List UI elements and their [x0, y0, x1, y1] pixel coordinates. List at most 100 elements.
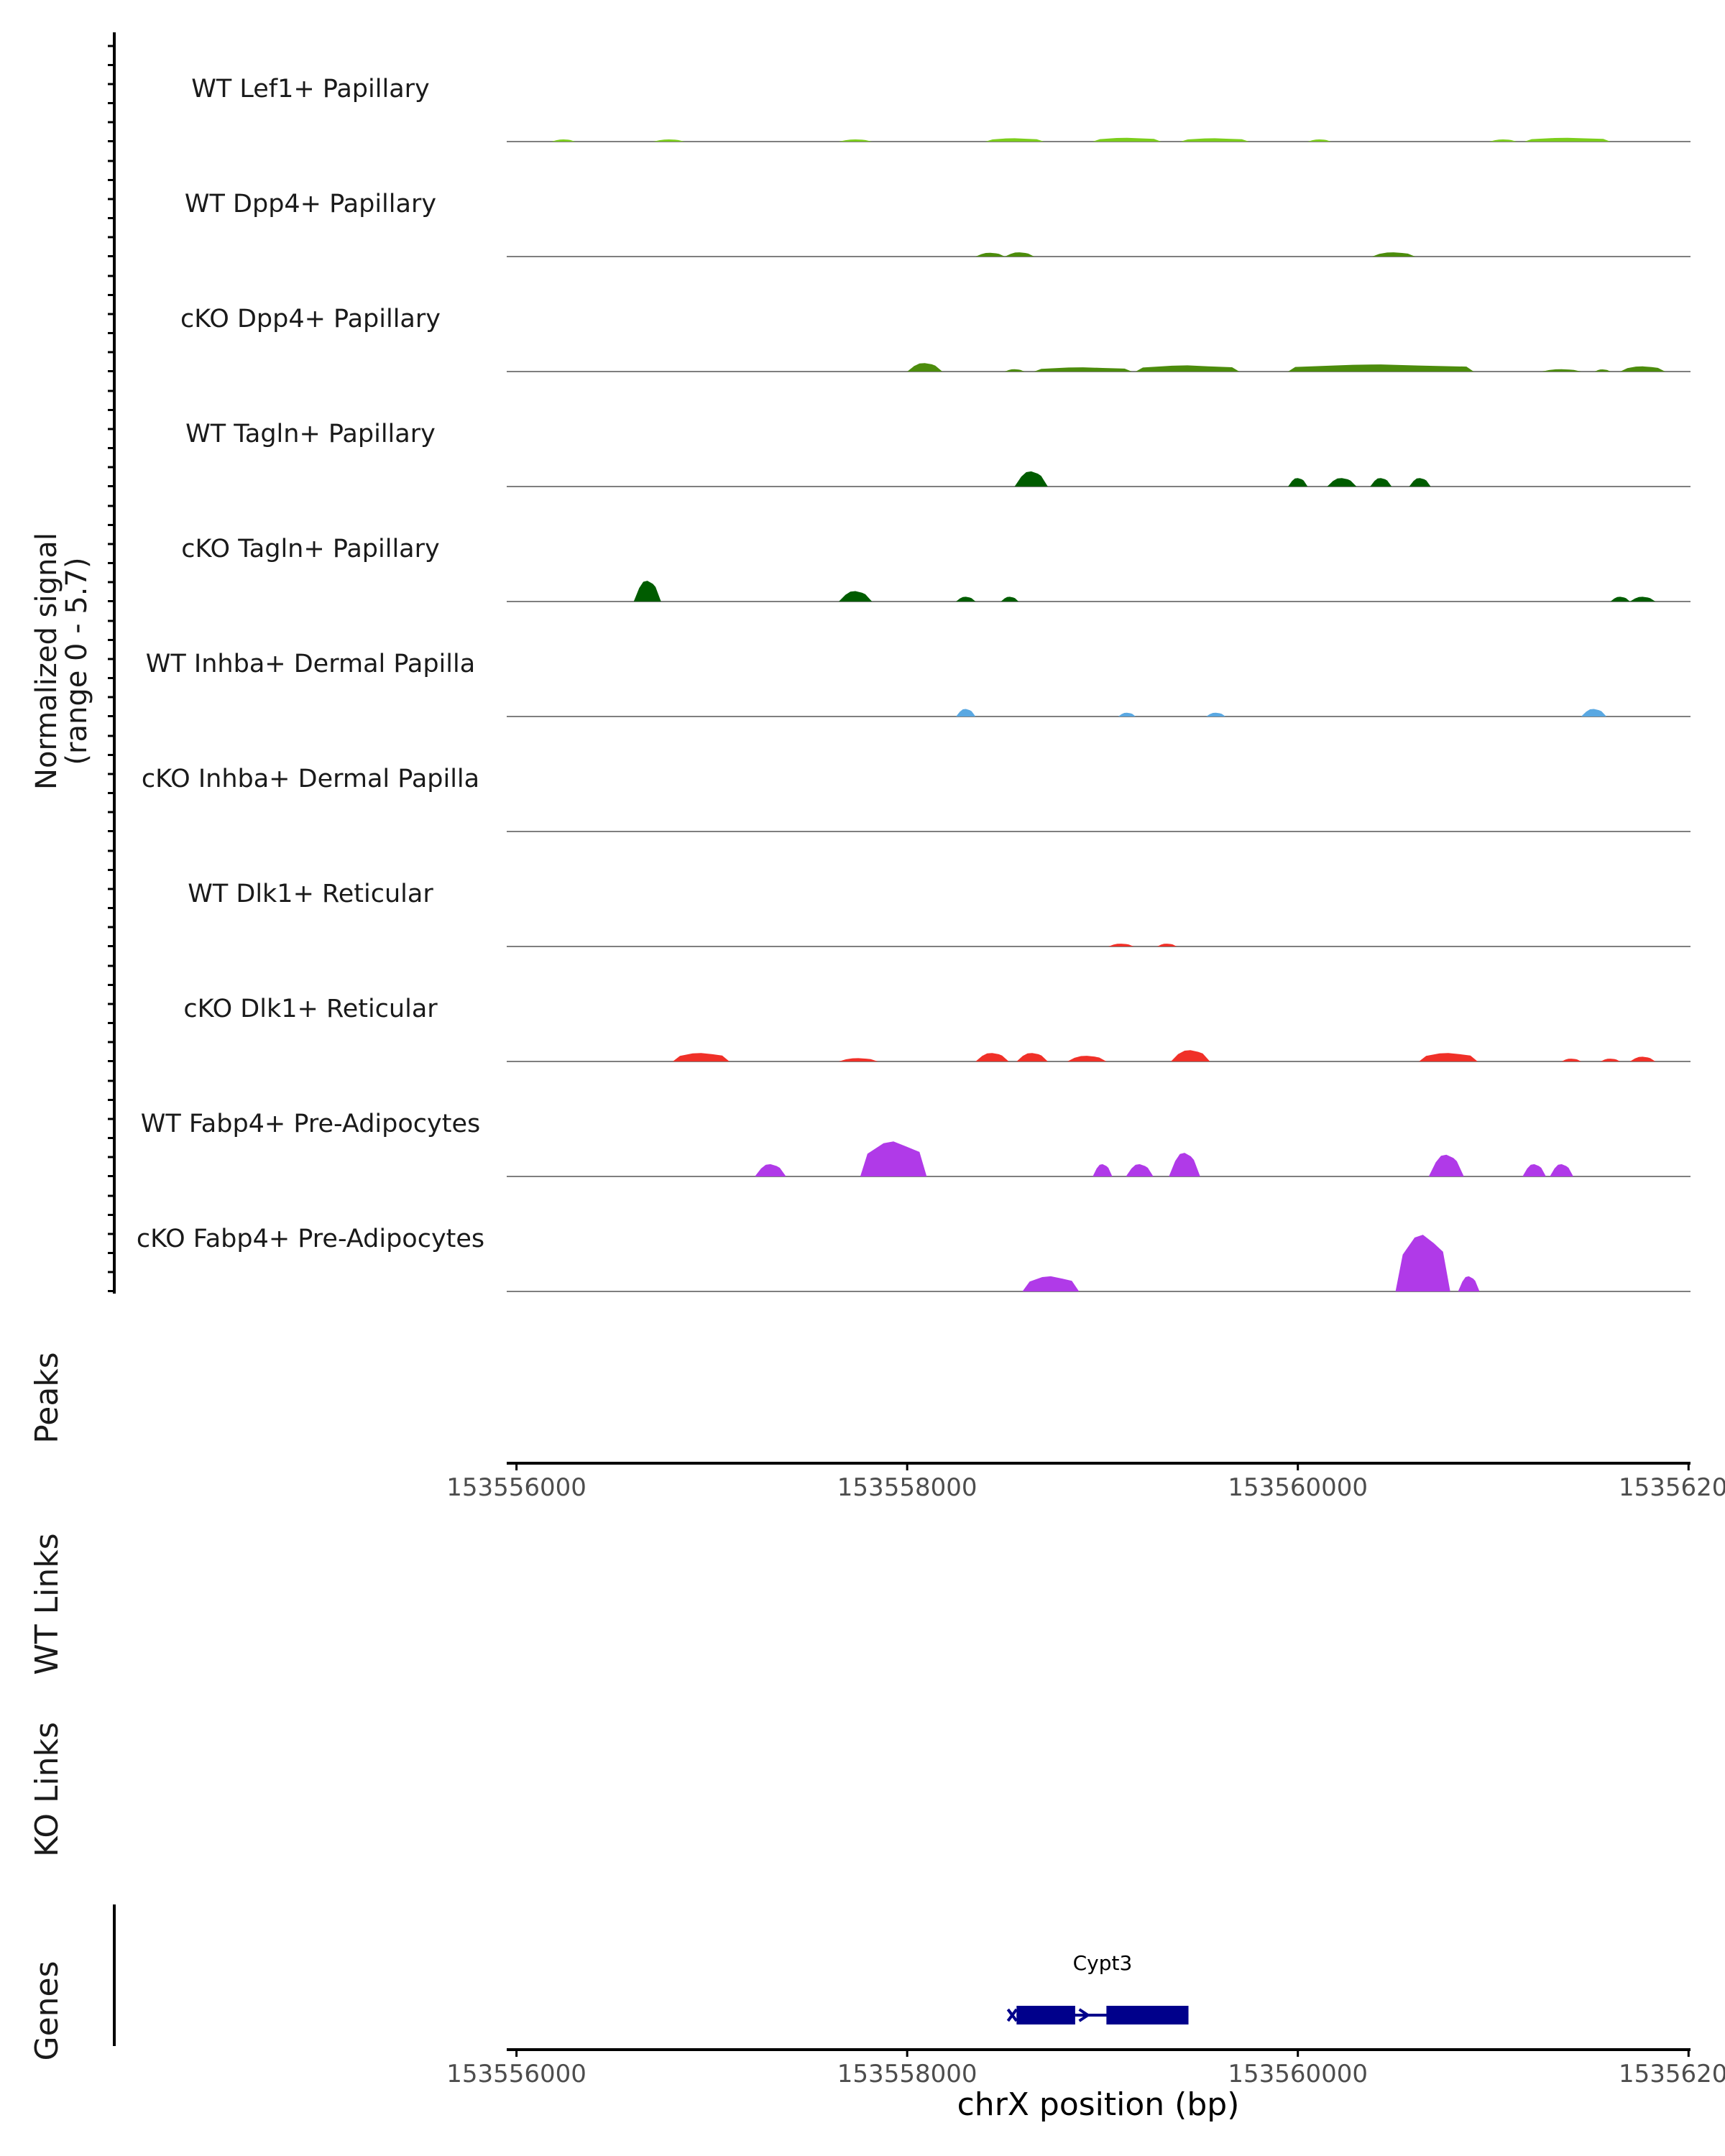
signal-peak	[1034, 367, 1132, 372]
signal-peak	[985, 138, 1044, 142]
position-tick-label: 153560000	[1228, 1473, 1368, 1502]
signal-peak	[1372, 252, 1415, 257]
track-label: WT Lef1+ Papillary	[191, 75, 430, 103]
ko-links-panel-label: KO Links	[29, 1722, 65, 1857]
signal-peak	[1108, 944, 1134, 946]
track-label: WT Fabp4+ Pre-Adipocytes	[141, 1110, 480, 1138]
track-3: cKO Dpp4+ Papillary	[180, 305, 1690, 372]
signal-peak	[839, 1058, 878, 1061]
signal-axis: Normalized signal (range 0 - 5.7)	[30, 32, 116, 1294]
position-tick-label: 153558000	[837, 2060, 978, 2088]
signal-axis-label: Normalized signal	[30, 533, 63, 790]
signal-peak	[1288, 478, 1308, 487]
track-2: WT Dpp4+ Papillary	[185, 190, 1690, 257]
genes-panel-label: Genes	[29, 1961, 65, 2060]
signal-peak	[1542, 369, 1581, 372]
signal-peak	[1395, 1235, 1450, 1291]
signal-peak	[956, 596, 976, 602]
track-label: cKO Fabp4+ Pre-Adipocytes	[137, 1225, 484, 1253]
signal-peak	[1000, 596, 1019, 602]
signal-peak	[1171, 1050, 1210, 1061]
signal-peak	[1118, 712, 1136, 717]
signal-peak	[1126, 1164, 1154, 1176]
track-label: WT Dlk1+ Reticular	[188, 880, 433, 908]
position-axis-bottom: 153556000 153558000 153560000 153562000	[446, 2048, 1725, 2088]
signal-peak	[1458, 1276, 1480, 1291]
track-label: WT Dpp4+ Papillary	[185, 190, 436, 218]
track-5: cKO Tagln+ Papillary	[181, 535, 1690, 602]
track-label: WT Inhba+ Dermal Papilla	[146, 650, 475, 678]
gene-strand-arrow	[1006, 2008, 1018, 2022]
signal-peak	[1594, 369, 1611, 372]
position-tick-label: 153556000	[446, 2060, 586, 2088]
signal-peak	[1601, 1059, 1621, 1061]
signal-peak	[860, 1141, 927, 1176]
position-tick-label: 153562000	[1619, 1473, 1725, 1502]
signal-peak	[1206, 712, 1226, 717]
track-9: cKO Dlk1+ Reticular	[183, 995, 1690, 1062]
signal-peak	[1092, 137, 1162, 142]
signal-peak	[653, 139, 685, 142]
signal-peak	[1409, 478, 1431, 487]
peaks-panel-label: Peaks	[29, 1352, 65, 1443]
signal-peak	[1067, 1056, 1107, 1061]
signal-peak	[1524, 137, 1611, 142]
signal-peak	[1550, 1164, 1573, 1176]
gene-strand-arrow	[1078, 2008, 1091, 2022]
signal-peak	[1169, 1153, 1200, 1176]
track-8: WT Dlk1+ Reticular	[188, 880, 1690, 947]
signal-peak	[1610, 596, 1630, 602]
signal-peak	[551, 139, 576, 142]
signal-peak	[839, 591, 873, 602]
track-7: cKO Inhba+ Dermal Papilla	[142, 765, 1690, 832]
signal-peak	[1522, 1164, 1546, 1176]
position-tick-label: 153556000	[446, 1473, 586, 1502]
signal-peak	[1419, 1053, 1478, 1061]
signal-peak	[1307, 139, 1331, 142]
gene-track: Cypt3	[1006, 1951, 1189, 2024]
signal-peak	[1428, 1154, 1464, 1176]
signal-peak	[1370, 478, 1392, 487]
signal-peak	[1005, 369, 1025, 372]
signal-peak	[907, 363, 943, 372]
signal-axis-range-label: (range 0 - 5.7)	[60, 557, 93, 765]
signal-peak	[1327, 478, 1357, 487]
signal-peak	[839, 139, 873, 142]
signal-peak	[975, 252, 1005, 257]
track-6: WT Inhba+ Dermal Papilla	[146, 650, 1690, 717]
signal-peak	[1092, 1164, 1113, 1176]
position-tick-label: 153558000	[837, 1473, 978, 1502]
track-label: cKO Tagln+ Papillary	[181, 535, 440, 563]
x-axis-title: chrX position (bp)	[957, 2086, 1240, 2123]
signal-peak	[633, 581, 661, 602]
signal-peak	[1022, 1276, 1080, 1291]
position-axis-top: 153556000 153558000 153560000 153562000	[446, 1462, 1725, 1502]
signal-peak	[975, 1053, 1009, 1061]
track-label: WT Tagln+ Papillary	[185, 420, 436, 448]
gene-exon	[1016, 2006, 1075, 2024]
signal-peak	[1014, 471, 1048, 487]
signal-peak	[1005, 252, 1034, 257]
signal-peak	[1489, 139, 1517, 142]
signal-peak	[1136, 365, 1240, 372]
signal-peak	[1581, 709, 1607, 717]
signal-peak	[673, 1053, 730, 1061]
signal-peak	[1157, 944, 1177, 946]
wt-links-panel-label: WT Links	[29, 1533, 65, 1674]
track-11: cKO Fabp4+ Pre-Adipocytes	[137, 1225, 1690, 1292]
track-4: WT Tagln+ Papillary	[185, 420, 1690, 487]
signal-peak	[1620, 366, 1665, 372]
signal-peak	[956, 709, 976, 717]
signal-peak	[1561, 1059, 1581, 1061]
track-label: cKO Dlk1+ Reticular	[183, 995, 438, 1023]
signal-peak	[755, 1164, 786, 1176]
signal-peak	[1016, 1053, 1048, 1061]
signal-peak	[1629, 596, 1656, 602]
coverage-tracks: WT Lef1+ Papillary WT Dpp4+ Papillary cKO …	[137, 75, 1690, 1292]
signal-peak	[1180, 138, 1249, 142]
signal-peak	[1629, 1056, 1656, 1061]
track-10: WT Fabp4+ Pre-Adipocytes	[141, 1110, 1690, 1177]
track-label: cKO Dpp4+ Papillary	[180, 305, 441, 333]
track-1: WT Lef1+ Papillary	[191, 75, 1690, 142]
